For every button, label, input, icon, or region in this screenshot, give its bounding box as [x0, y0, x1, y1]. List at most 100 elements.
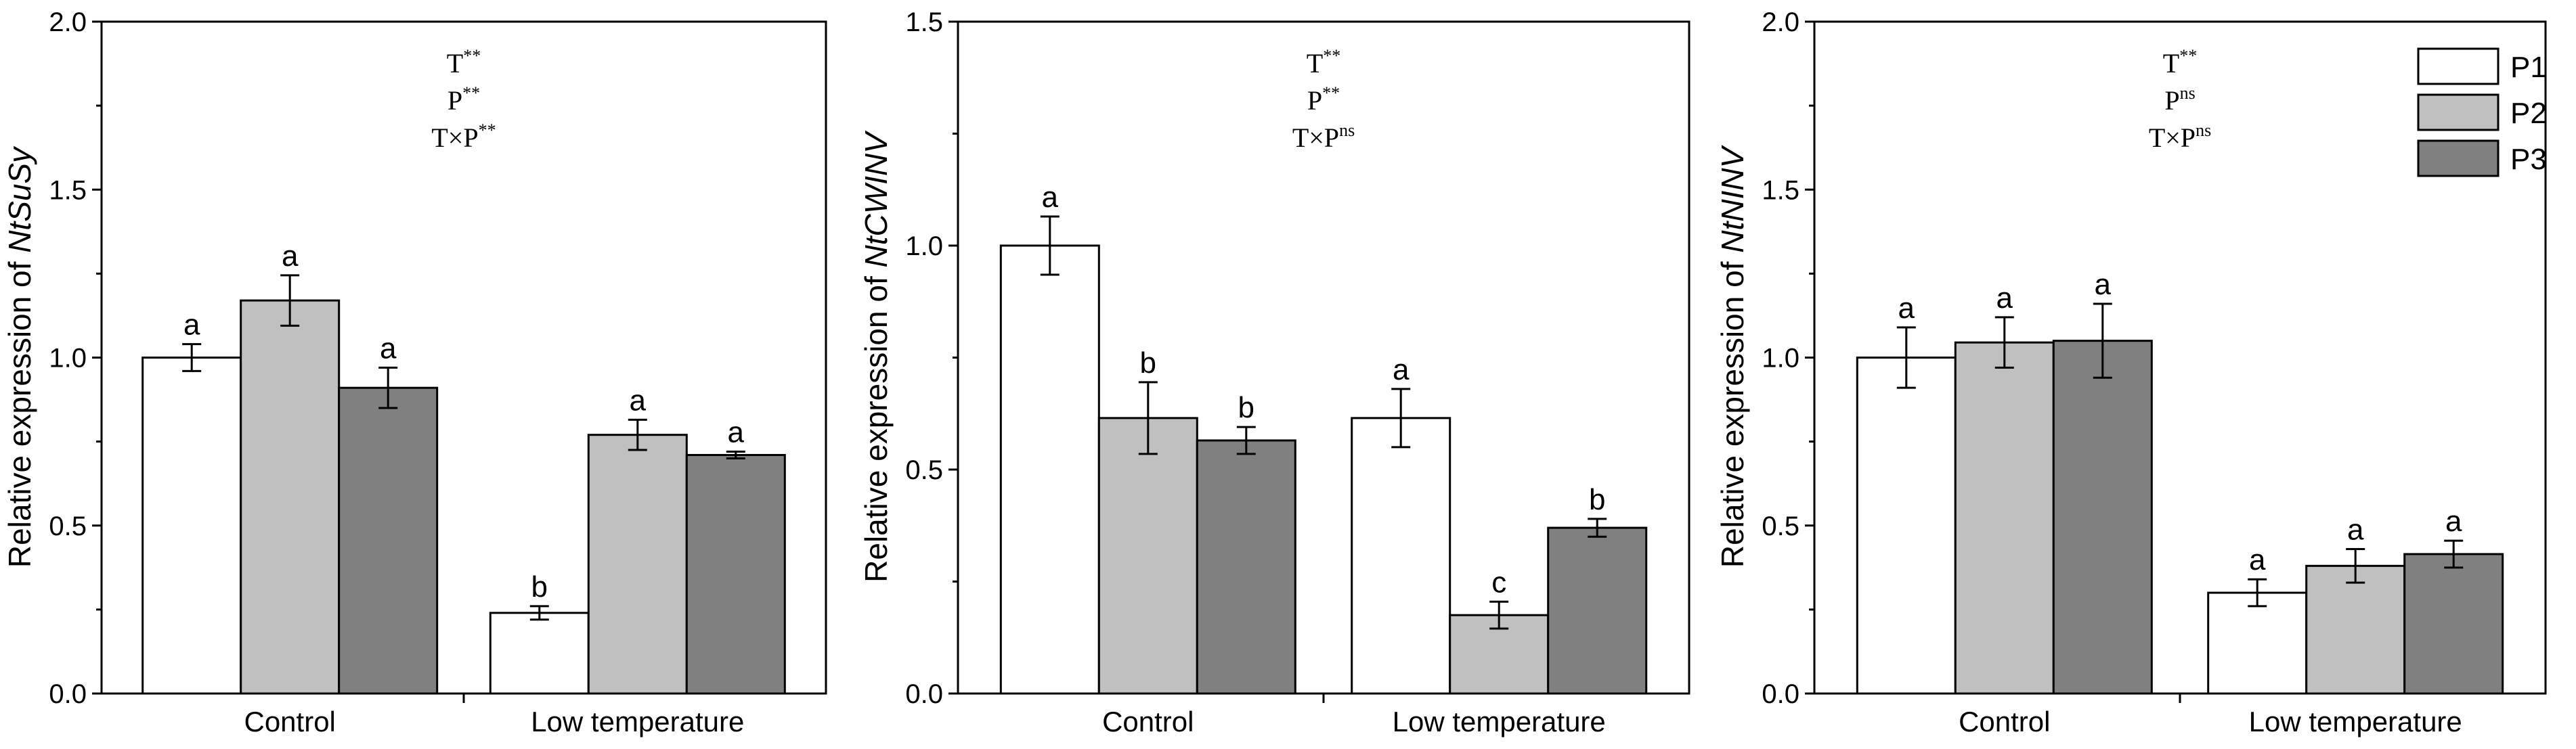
stat-base: T×P: [1292, 122, 1339, 153]
significance-letter: b: [1238, 391, 1254, 424]
x-category-label: Control: [244, 706, 335, 737]
stat-annotation: P**: [1307, 83, 1340, 116]
stat-superscript: **: [1323, 46, 1340, 66]
bar-p1: [141, 357, 242, 695]
y-axis-label-gene: NtCWINV: [858, 130, 894, 268]
y-tick-label: 0.5: [1762, 512, 1799, 541]
y-axis-label: Relative expression of NtNINV: [1715, 145, 1750, 568]
legend-label: P3: [2510, 143, 2547, 176]
bar-p3: [2052, 340, 2153, 695]
stat-annotation: T×Pns: [2149, 120, 2211, 153]
y-tick-label: 2.0: [1762, 7, 1799, 37]
bar-p3: [1547, 526, 1648, 695]
significance-letter: b: [1589, 483, 1605, 516]
stat-annotation: T**: [2163, 46, 2197, 78]
significance-letter: a: [2249, 543, 2266, 576]
stat-base: P: [1307, 85, 1322, 116]
significance-letter: a: [1898, 292, 1915, 325]
stat-base: P: [2164, 85, 2179, 116]
stat-superscript: **: [1322, 83, 1340, 103]
significance-letter: c: [1491, 566, 1506, 599]
significance-letter: a: [2445, 505, 2462, 538]
bar-p2: [1097, 417, 1198, 695]
y-axis-label-gene: NtSuSy: [2, 145, 37, 253]
stat-superscript: ns: [2180, 83, 2196, 103]
y-tick-label: 1.0: [905, 231, 943, 261]
bar-p3: [2403, 553, 2504, 695]
significance-letter: a: [1996, 281, 2013, 315]
legend-label: P1: [2510, 51, 2547, 84]
legend-swatch-p3: [2417, 139, 2499, 177]
y-tick-label: 0.5: [49, 512, 87, 541]
significance-letter: a: [282, 240, 299, 273]
stat-base: P: [447, 85, 462, 116]
legend-swatch-p1: [2417, 47, 2499, 85]
stat-annotation: P**: [447, 83, 480, 116]
y-tick-label: 0.0: [49, 679, 87, 709]
stat-annotation: T**: [1307, 46, 1340, 78]
bar-p2: [587, 434, 688, 695]
stat-base: T: [1307, 48, 1323, 78]
bar-p3: [338, 386, 439, 695]
significance-letter: a: [183, 309, 200, 342]
y-axis-label: Relative expression of NtSuSy: [2, 145, 37, 568]
significance-letter: a: [1042, 181, 1059, 214]
y-axis-label: Relative expression of NtCWINV: [858, 130, 894, 583]
significance-letter: b: [531, 570, 548, 604]
significance-letter: a: [630, 384, 647, 417]
y-tick-label: 0.0: [905, 679, 943, 709]
bar-p1: [1351, 417, 1451, 695]
stat-base: T×P: [2149, 122, 2196, 153]
y-tick-label: 2.0: [49, 7, 87, 37]
y-tick-label: 0.5: [905, 455, 943, 485]
bar-p2: [2305, 564, 2406, 695]
bar-p1: [1856, 357, 1957, 695]
y-tick-label: 1.5: [1762, 175, 1799, 205]
stat-superscript: ns: [2196, 120, 2211, 140]
stat-annotation: Pns: [2164, 83, 2195, 116]
stat-base: T: [2163, 48, 2179, 78]
significance-letter: a: [1393, 353, 1410, 386]
bar-p1: [2207, 591, 2308, 695]
chart-panel-1: 0.0 0.5 1.0 1.5 2.0 Relative expression of Nt…: [2, 7, 827, 737]
bar-p3: [1196, 439, 1296, 695]
x-category-label: Low temperature: [2249, 706, 2462, 737]
significance-letter: a: [2095, 268, 2112, 301]
y-axis-label-prefix: Relative expression of: [858, 267, 894, 582]
stat-annotation: T×Pns: [1292, 120, 1355, 153]
x-category-label: Control: [1102, 706, 1194, 737]
x-category-label: Low temperature: [1393, 706, 1606, 737]
bar-p2: [1954, 341, 2055, 695]
stat-superscript: **: [2179, 46, 2197, 66]
y-tick-label: 1.0: [49, 344, 87, 373]
stat-superscript: **: [462, 83, 480, 103]
y-tick-label: 1.5: [905, 7, 943, 37]
y-axis-label-prefix: Relative expression of: [2, 253, 37, 568]
stat-base: T×P: [431, 122, 478, 153]
bar-p3: [685, 453, 786, 695]
legend-label: P2: [2510, 97, 2547, 130]
y-axis-label-gene: NtNINV: [1715, 145, 1750, 253]
y-tick-label: 1.5: [49, 175, 87, 205]
y-axis-label-prefix: Relative expression of: [1715, 253, 1750, 568]
significance-letter: a: [2347, 514, 2364, 547]
significance-letter: a: [728, 416, 745, 449]
y-tick-label: 0.0: [1762, 679, 1799, 709]
stat-superscript: **: [463, 46, 481, 66]
chart-panel-3: 0.0 0.5 1.0 1.5 2.0 Relative expression of Nt…: [1715, 7, 2547, 737]
significance-letter: a: [380, 332, 397, 365]
bar-p1: [489, 612, 590, 695]
chart-panel-2: 0.0 0.5 1.0 1.5 Relative expression of NtCWI…: [858, 7, 1690, 737]
y-tick-label: 1.0: [1762, 344, 1799, 373]
stat-superscript: ns: [1339, 120, 1355, 140]
stat-superscript: **: [479, 120, 496, 140]
stat-annotation: T×P**: [431, 120, 496, 153]
stat-base: T: [447, 48, 463, 78]
significance-letter: b: [1140, 346, 1156, 380]
bar-p1: [999, 244, 1100, 695]
stat-annotation: T**: [447, 46, 481, 78]
x-category-label: Low temperature: [531, 706, 744, 737]
x-category-label: Control: [1959, 706, 2050, 737]
bar-p2: [240, 299, 341, 695]
